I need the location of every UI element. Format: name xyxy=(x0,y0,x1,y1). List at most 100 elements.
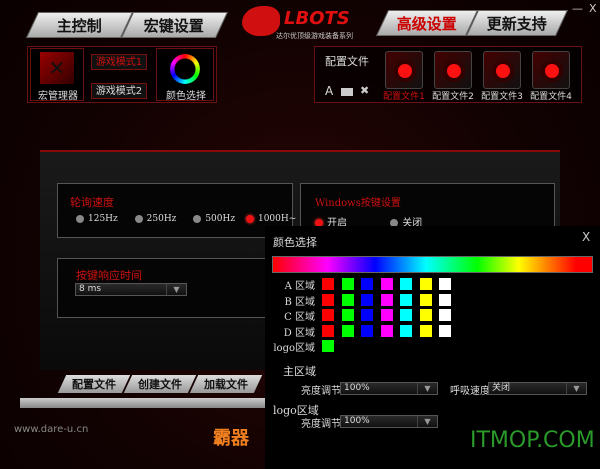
color-swatch[interactable] xyxy=(400,309,412,321)
profile-2-label[interactable]: 配置文件2 xyxy=(432,92,474,102)
tab-main-control[interactable]: 主控制 xyxy=(25,12,134,38)
windows-key-off-radio[interactable]: 关闭 xyxy=(390,218,422,229)
color-swatch[interactable] xyxy=(439,278,451,290)
chevron-down-icon: ▼ xyxy=(417,383,437,394)
bottom-tab-profile[interactable]: 配置文件 xyxy=(57,375,131,393)
response-title: 按键响应时间 xyxy=(76,269,142,282)
font-a-icon[interactable]: A xyxy=(325,84,334,98)
zone-label: B 区域 xyxy=(284,296,315,308)
main-section-title: 主区域 xyxy=(283,365,316,378)
color-swatch[interactable] xyxy=(322,324,334,337)
macro-manager-label: 宏管理器 xyxy=(38,91,78,102)
color-swatch[interactable] xyxy=(361,293,373,306)
bottom-tab-load[interactable]: 加载文件 xyxy=(189,375,263,393)
color-swatch[interactable] xyxy=(419,293,432,306)
color-swatch[interactable] xyxy=(380,293,393,306)
profile-4-gear-icon[interactable] xyxy=(532,51,570,89)
color-swatch[interactable] xyxy=(341,324,354,337)
color-swatch[interactable] xyxy=(419,278,432,290)
color-swatch[interactable] xyxy=(419,324,432,337)
color-swatch[interactable] xyxy=(400,324,412,337)
polling-250-radio[interactable]: 250Hz xyxy=(134,214,176,224)
profile-3-label[interactable]: 配置文件3 xyxy=(481,92,523,102)
zone-label: logo区域 xyxy=(273,343,315,354)
color-swatch[interactable] xyxy=(322,340,334,352)
color-select-dialog: 颜色选择 X A 区域 B 区域 C 区域 D 区域 logo区域 主区域 亮度调节 1… xyxy=(265,226,600,469)
tab-label: 宏键设置 xyxy=(144,16,205,35)
windows-key-on-radio[interactable]: 开启 xyxy=(315,218,347,229)
minimize-button[interactable]: — xyxy=(572,2,583,15)
logo-tagline: 达尔优顶级游戏装备系列 xyxy=(276,32,353,40)
bottom-tab-create[interactable]: 创建文件 xyxy=(123,375,197,393)
profile-1-label[interactable]: 配置文件1 xyxy=(383,92,425,102)
chevron-down-icon: ▼ xyxy=(166,284,186,295)
color-swatch[interactable] xyxy=(439,309,451,321)
folder-icon[interactable] xyxy=(341,88,353,96)
color-swatch[interactable] xyxy=(380,324,393,337)
brightness-select[interactable]: 100% ▼ xyxy=(340,382,438,395)
logo-brightness-select[interactable]: 100% ▼ xyxy=(340,415,438,428)
profile-4-label[interactable]: 配置文件4 xyxy=(530,92,572,102)
watermark: ITMOP.COM xyxy=(470,428,595,453)
tab-macro-settings[interactable]: 宏键设置 xyxy=(120,12,229,38)
color-swatch[interactable] xyxy=(400,278,412,290)
color-swatch[interactable] xyxy=(439,324,451,337)
profile-2-gear-icon[interactable] xyxy=(434,51,472,89)
color-select-label: 颜色选择 xyxy=(166,91,206,102)
logo-brightness-label: 亮度调节 xyxy=(301,419,341,430)
logo-brand: LBOTS xyxy=(284,8,350,29)
color-swatch[interactable] xyxy=(380,309,393,321)
breath-speed-select[interactable]: 关闭 ▼ xyxy=(488,382,587,395)
profile-3-gear-icon[interactable] xyxy=(483,51,521,89)
breath-speed-label: 呼吸速度 xyxy=(450,386,490,397)
color-swatch[interactable] xyxy=(400,293,412,306)
macro-manager-button[interactable]: ✕ 宏管理器 xyxy=(30,48,84,102)
color-swatch[interactable] xyxy=(361,278,373,290)
polling-500-radio[interactable]: 500Hz xyxy=(193,214,235,224)
zone-label: D 区域 xyxy=(283,327,315,339)
color-swatch[interactable] xyxy=(322,293,334,306)
color-spectrum-bar[interactable] xyxy=(272,256,593,273)
wrench-icon: ✕ xyxy=(40,52,74,84)
frame-bar xyxy=(20,398,265,408)
chevron-down-icon: ▼ xyxy=(417,416,437,427)
color-swatch[interactable] xyxy=(439,293,451,306)
tab-label: 更新支持 xyxy=(486,14,547,33)
chevron-down-icon: ▼ xyxy=(566,383,586,394)
polling-title: 轮询速度 xyxy=(70,196,114,209)
zone-label: C 区域 xyxy=(284,312,315,323)
color-swatch[interactable] xyxy=(322,309,334,321)
tools-icon[interactable]: ✖ xyxy=(360,84,370,97)
profiles-title: 配置文件 xyxy=(325,55,369,68)
dialog-close-button[interactable]: X xyxy=(582,230,591,244)
footer-banner: 霸器 xyxy=(213,428,249,449)
color-ring-icon xyxy=(170,54,200,84)
polling-125-radio[interactable]: 125Hz xyxy=(76,214,118,224)
tab-label: 主控制 xyxy=(56,16,102,35)
color-select-button[interactable]: 颜色选择 xyxy=(156,48,214,102)
response-time-select[interactable]: 8 ms ▼ xyxy=(75,283,187,296)
tab-update-support[interactable]: 更新支持 xyxy=(465,10,569,36)
color-swatch[interactable] xyxy=(322,278,334,290)
logo: LBOTS 达尔优顶级游戏装备系列 xyxy=(240,4,360,44)
color-swatch[interactable] xyxy=(380,278,393,290)
game-mode-1-button[interactable]: 游戏模式1 xyxy=(91,54,147,70)
color-swatch[interactable] xyxy=(341,278,354,290)
game-mode-2-button[interactable]: 游戏模式2 xyxy=(91,83,147,99)
color-swatch[interactable] xyxy=(419,309,432,321)
polling-1000-radio[interactable]: 1000H~ xyxy=(245,214,296,224)
close-button[interactable]: X xyxy=(589,2,597,15)
tab-advanced-settings[interactable]: 高级设置 xyxy=(375,10,479,36)
panther-logo-icon xyxy=(242,6,280,36)
footer-url: www.dare-u.cn xyxy=(14,424,89,435)
dialog-title: 颜色选择 xyxy=(273,236,317,249)
color-swatch[interactable] xyxy=(361,324,373,337)
brightness-label: 亮度调节 xyxy=(301,386,341,397)
color-swatch[interactable] xyxy=(341,293,354,306)
zone-label: A 区域 xyxy=(284,281,315,292)
polling-rate-box: 轮询速度 125Hz 250Hz 500Hz 1000H~ xyxy=(57,183,296,238)
tab-label: 高级设置 xyxy=(396,14,457,33)
color-swatch[interactable] xyxy=(341,309,354,321)
color-swatch[interactable] xyxy=(361,309,373,321)
profile-1-gear-icon[interactable] xyxy=(385,51,423,89)
